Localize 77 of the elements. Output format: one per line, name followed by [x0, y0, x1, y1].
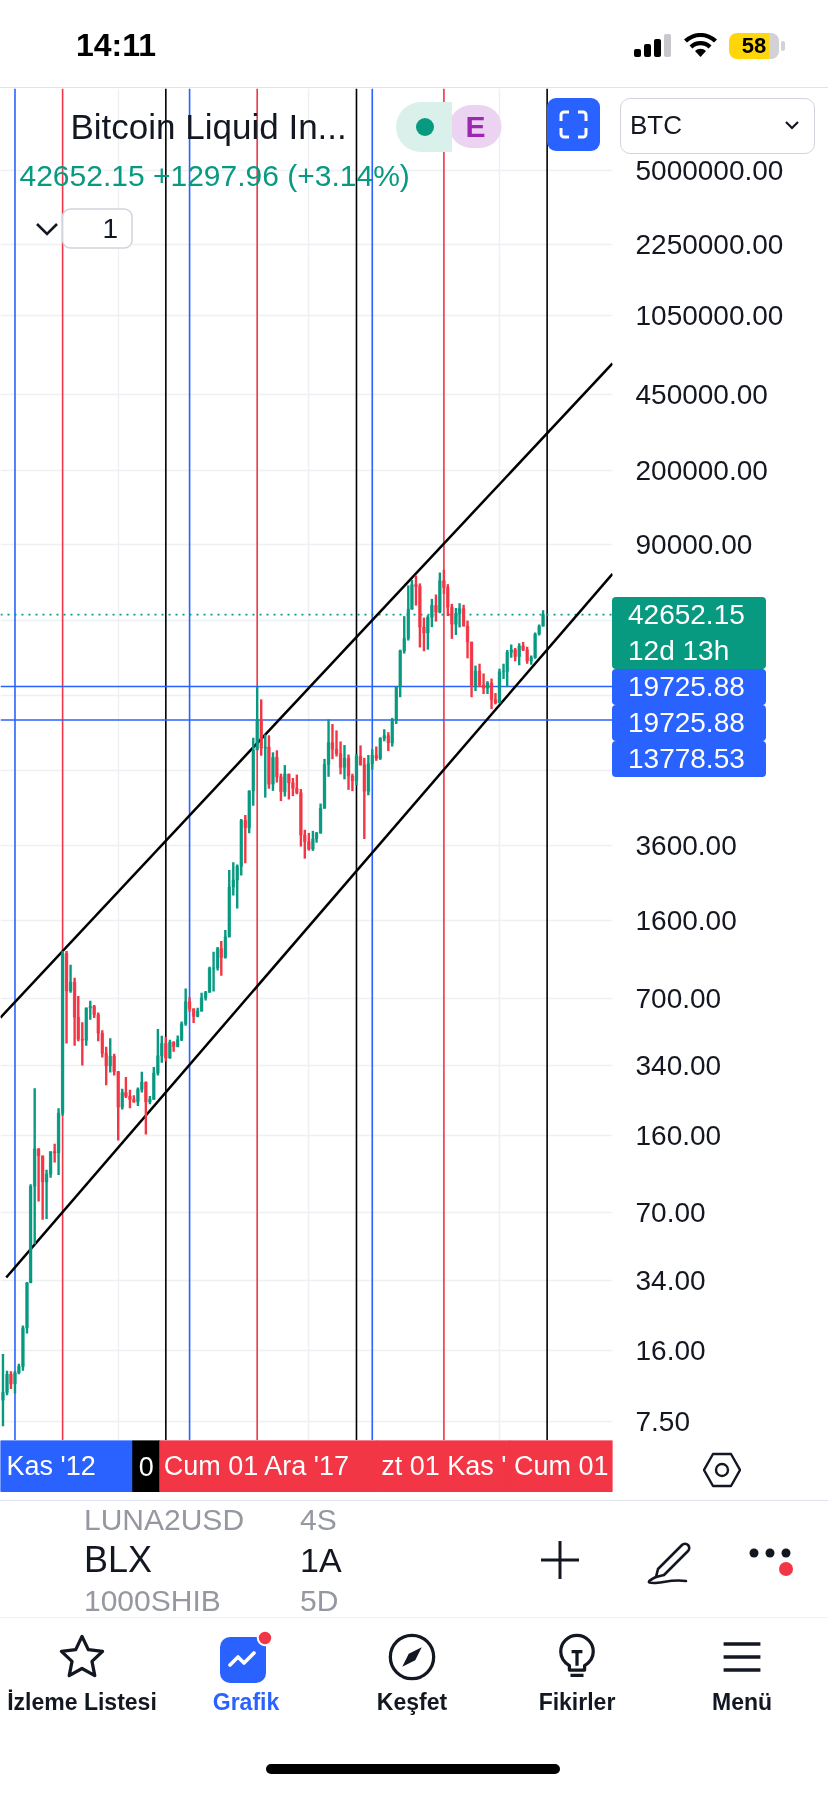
y-tick-label: 16.00	[635, 1335, 706, 1367]
text: 1A	[300, 1540, 342, 1581]
candlestick	[434, 593, 438, 623]
candlestick	[263, 733, 267, 799]
candlestick	[287, 772, 291, 801]
text: BLX	[84, 1539, 153, 1581]
candlestick	[1, 1352, 5, 1428]
candlestick	[342, 743, 347, 781]
y-tick-label: 340.00	[635, 1049, 722, 1081]
y-tick-label: 160.00	[635, 1120, 722, 1152]
y-tick-label: 1600.00	[635, 905, 737, 937]
x-tick-label: Cum 01 Ara '17	[163, 1451, 350, 1481]
candlestick	[108, 1037, 112, 1074]
candlestick	[517, 642, 521, 667]
text: 12d 13h	[628, 634, 731, 669]
candlestick	[438, 571, 442, 615]
candlestick	[283, 763, 287, 798]
text: İzleme Listesi	[6, 1688, 158, 1717]
y-tick-label: 200000.00	[635, 454, 768, 486]
text: 1000SHIB	[84, 1584, 221, 1617]
candlestick	[311, 829, 315, 853]
candlestick	[219, 939, 223, 977]
candlestick	[454, 606, 458, 637]
candlestick	[525, 645, 529, 665]
text: 14:11	[76, 27, 157, 63]
y-tick-label: 450000.00	[635, 379, 768, 411]
text: LUNA2USD	[84, 1503, 245, 1536]
y-tick-label: 2250000.00	[635, 229, 784, 261]
text: 5D	[300, 1584, 339, 1617]
candlestick	[69, 963, 73, 995]
ref-line-label: Kas '12	[6, 1451, 96, 1481]
y-tick-label: 1050000.00	[635, 300, 784, 332]
y-tick-label: 70.00	[635, 1197, 706, 1229]
ref-line-label: 19725.88	[628, 670, 746, 705]
text: 4S	[300, 1503, 337, 1536]
candlestick	[346, 753, 351, 792]
text: Cum 01	[513, 1451, 609, 1481]
y-tick-label: 90000.00	[635, 529, 753, 561]
candlestick	[386, 730, 390, 753]
candlestick	[132, 1094, 136, 1104]
candlestick	[330, 722, 335, 761]
y-tick-label: 7.50	[635, 1405, 690, 1437]
candlestick	[271, 751, 275, 793]
candlestick	[489, 677, 494, 711]
y-tick-label: 3600.00	[635, 829, 737, 861]
text: 58	[729, 33, 779, 59]
text: Fikirler	[537, 1688, 617, 1717]
candlestick	[120, 1087, 124, 1111]
candlestick	[144, 1080, 148, 1136]
y-tick-label: 700.00	[635, 982, 722, 1014]
candlestick	[374, 745, 378, 763]
annotation: E	[465, 110, 486, 143]
ref-line-label: 42652.15	[628, 598, 746, 633]
candlestick	[513, 646, 517, 663]
text: 19725.88	[628, 706, 746, 741]
candlestick	[168, 1038, 172, 1060]
x-tick-label: zt 01 Kas '	[381, 1451, 507, 1481]
text: Menü	[710, 1688, 774, 1717]
candlestick	[200, 991, 204, 1013]
candlestick	[291, 776, 295, 798]
candlestick	[505, 648, 509, 689]
text: BTC	[630, 109, 682, 142]
ref-line-label: 0	[138, 1451, 154, 1482]
candlestick	[9, 1370, 13, 1391]
ref-line-label: 13778.53	[628, 742, 746, 777]
text: Grafik	[211, 1688, 281, 1717]
y-tick-label: 5000000.00	[635, 154, 784, 186]
candlestick	[473, 664, 478, 693]
text: Keşfet	[375, 1688, 449, 1717]
candlestick	[53, 1142, 57, 1164]
annotation: 1	[102, 213, 119, 244]
candlestick	[243, 813, 247, 865]
candlestick	[164, 1035, 168, 1063]
candlestick	[267, 734, 271, 790]
candlestick	[80, 1021, 84, 1067]
candlestick	[212, 950, 216, 993]
y-tick-label: 34.00	[635, 1264, 706, 1296]
